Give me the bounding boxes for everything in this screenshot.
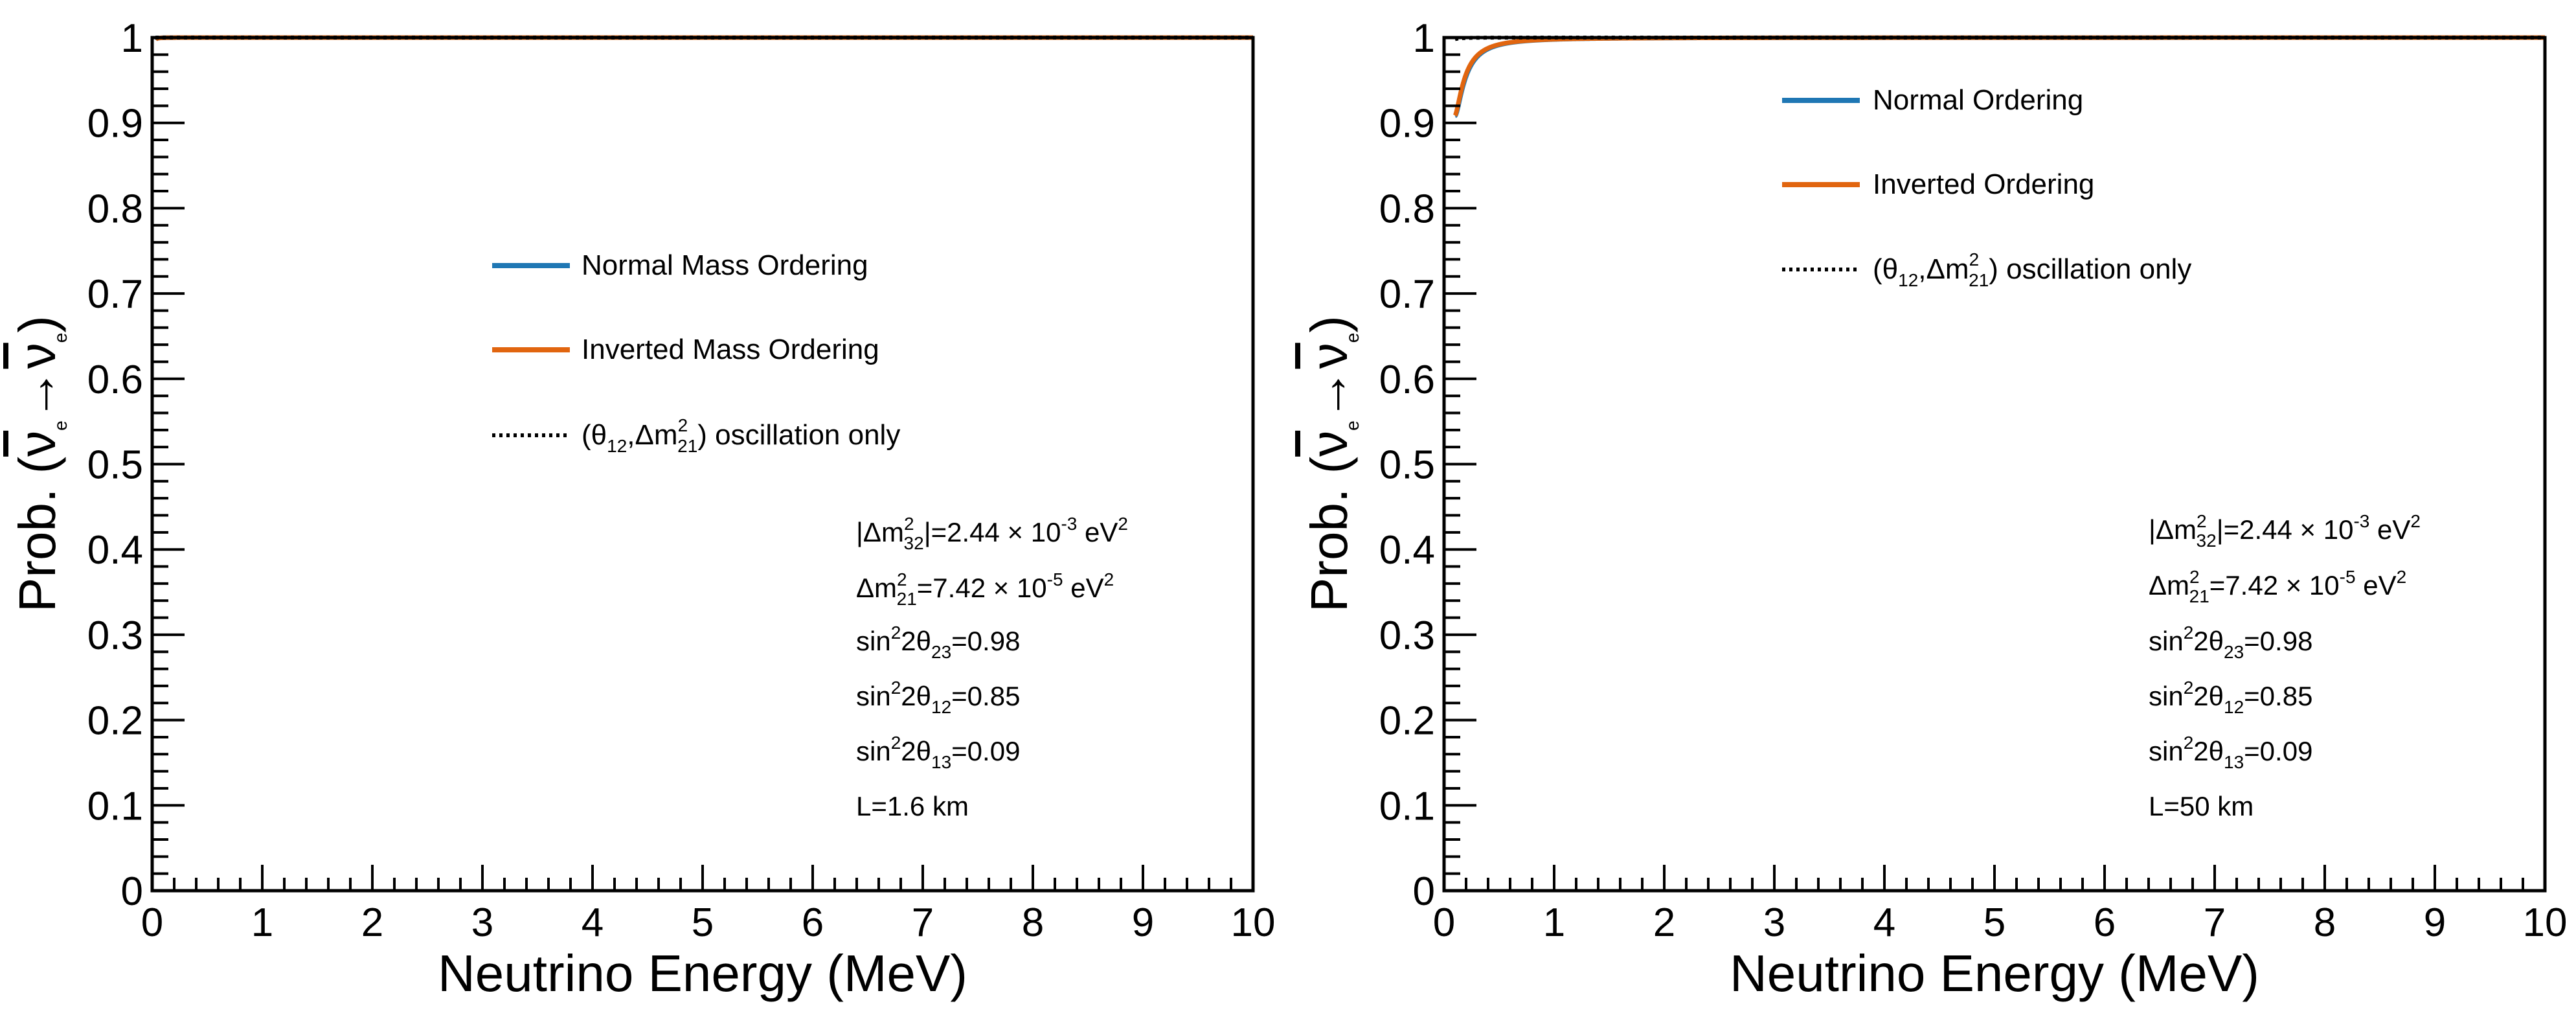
- right-x-tick-label: 10: [2523, 900, 2568, 945]
- right-y-ticks: 0 0.1 0.2 0.3 0.4 0.5 0.6 0.7 0.8 0.9 1: [1379, 16, 1476, 914]
- right-x-tick-label: 1: [1543, 900, 1565, 945]
- right-y-tick-label: 0.1: [1379, 784, 1435, 828]
- right-legend-normal-label: Normal Ordering: [1873, 84, 2083, 116]
- left-x-tick-label: 7: [912, 900, 934, 945]
- right-parameters: |Δm2 32|=2.44 × 10-3 eV2 Δm2 21=7.42 × 10-…: [2149, 511, 2421, 821]
- right-param-dm32: |Δm2 32|=2.44 × 10-3 eV2: [2149, 511, 2421, 551]
- left-legend-solar-label: (θ12,Δm2 21) oscillation only: [582, 415, 900, 456]
- left-x-tick-label: 0: [141, 900, 163, 945]
- left-y-tick-label: 0: [121, 869, 143, 914]
- right-y-tick-label: 0.5: [1379, 443, 1435, 488]
- left-y-tick-label: 0.9: [87, 102, 143, 146]
- left-plot-frame: [150, 36, 1255, 893]
- left-x-axis-title: Neutrino Energy (MeV): [438, 944, 967, 1002]
- right-x-tick-label: 6: [2094, 900, 2116, 945]
- left-legend-inverted-label: Inverted Mass Ordering: [582, 334, 879, 365]
- left-param-s12: sin22θ12=0.85: [856, 678, 1020, 717]
- right-x-tick-label: 4: [1873, 900, 1895, 945]
- right-x-axis-title: Neutrino Energy (MeV): [1730, 944, 2259, 1002]
- right-legend-inverted-label: Inverted Ordering: [1873, 168, 2094, 200]
- left-x-ticks: 0 1 2 3 4 5 6 7 8 9 10: [141, 865, 1276, 945]
- left-x-tick-label: 5: [692, 900, 714, 945]
- left-x-tick-label: 2: [361, 900, 383, 945]
- right-plot-frame: [1442, 36, 2547, 893]
- left-y-tick-label: 1: [121, 16, 143, 61]
- left-y-tick-label: 0.3: [87, 613, 143, 658]
- left-legend-normal-label: Normal Mass Ordering: [582, 249, 868, 281]
- left-y-tick-label: 0.1: [87, 784, 143, 828]
- right-y-tick-label: 0.2: [1379, 699, 1435, 744]
- left-x-tick-label: 8: [1022, 900, 1044, 945]
- left-y-tick-label: 0.7: [87, 272, 143, 317]
- right-legend: Normal Ordering Inverted Ordering (θ12,Δ…: [1782, 84, 2191, 290]
- left-x-tick-label: 1: [251, 900, 273, 945]
- right-x-tick-label: 7: [2204, 900, 2226, 945]
- right-x-tick-label: 9: [2424, 900, 2446, 945]
- left-panel: 0 1 2 3 4 5 6 7 8 9 10 0 0.1 0.2 0.3 0.4 0.5 0.6 0.7 0.8 0.…: [8, 16, 1275, 1002]
- left-param-dm32: |Δm2 32|=2.44 × 10-3 eV2: [856, 514, 1128, 553]
- left-y-axis-title: Prob. (νe→νe): [8, 315, 71, 612]
- left-legend: Normal Mass Ordering Inverted Mass Order…: [492, 249, 900, 456]
- right-param-dm21: Δm2 21=7.42 × 10-5 eV2: [2149, 567, 2406, 606]
- left-param-s13: sin22θ13=0.09: [856, 733, 1020, 772]
- left-x-tick-label: 10: [1231, 900, 1276, 945]
- left-param-s23: sin22θ23=0.98: [856, 623, 1020, 662]
- left-x-tick-label: 4: [582, 900, 604, 945]
- right-param-baseline: L=50 km: [2149, 791, 2254, 821]
- left-y-tick-label: 0.5: [87, 443, 143, 488]
- right-param-s12: sin22θ12=0.85: [2149, 678, 2312, 717]
- right-y-tick-label: 0.3: [1379, 613, 1435, 658]
- right-y-tick-label: 0.9: [1379, 102, 1435, 146]
- right-x-tick-label: 2: [1653, 900, 1675, 945]
- right-y-tick-label: 0.6: [1379, 358, 1435, 402]
- right-y-tick-label: 0.7: [1379, 272, 1435, 317]
- right-y-tick-label: 0.4: [1379, 528, 1435, 573]
- right-legend-solar-label: (θ12,Δm2 21) oscillation only: [1873, 249, 2191, 290]
- right-x-ticks: 0 1 2 3 4 5 6 7 8 9 10: [1433, 865, 2568, 945]
- left-x-tick-label: 6: [802, 900, 824, 945]
- right-x-tick-label: 3: [1763, 900, 1785, 945]
- right-param-s13: sin22θ13=0.09: [2149, 733, 2312, 772]
- right-y-tick-label: 0: [1413, 869, 1435, 914]
- left-param-dm21: Δm2 21=7.42 × 10-5 eV2: [856, 569, 1114, 609]
- left-y-ticks: 0 0.1 0.2 0.3 0.4 0.5 0.6 0.7 0.8 0.9 1: [87, 16, 185, 914]
- left-y-tick-label: 0.8: [87, 187, 143, 231]
- right-x-tick-label: 8: [2314, 900, 2336, 945]
- right-x-tick-label: 0: [1433, 900, 1455, 945]
- right-param-s23: sin22θ23=0.98: [2149, 623, 2312, 662]
- left-parameters: |Δm2 32|=2.44 × 10-3 eV2 Δm2 21=7.42 × 10-…: [856, 514, 1128, 821]
- right-y-axis-title: Prob. (νe→νe): [1300, 315, 1362, 612]
- left-y-tick-label: 0.2: [87, 699, 143, 744]
- right-y-tick-label: 0.8: [1379, 187, 1435, 231]
- right-y-tick-label: 1: [1413, 16, 1435, 61]
- left-x-tick-label: 3: [471, 900, 493, 945]
- left-y-tick-label: 0.6: [87, 358, 143, 402]
- left-y-tick-label: 0.4: [87, 528, 143, 573]
- left-x-tick-label: 9: [1132, 900, 1154, 945]
- right-x-tick-label: 5: [1983, 900, 2005, 945]
- right-panel: 0 1 2 3 4 5 6 7 8 9 10 0 0.1 0.2 0.3 0.4 0.5 0.6 0.7 0.8 0.…: [1300, 16, 2567, 1002]
- left-param-baseline: L=1.6 km: [856, 791, 969, 821]
